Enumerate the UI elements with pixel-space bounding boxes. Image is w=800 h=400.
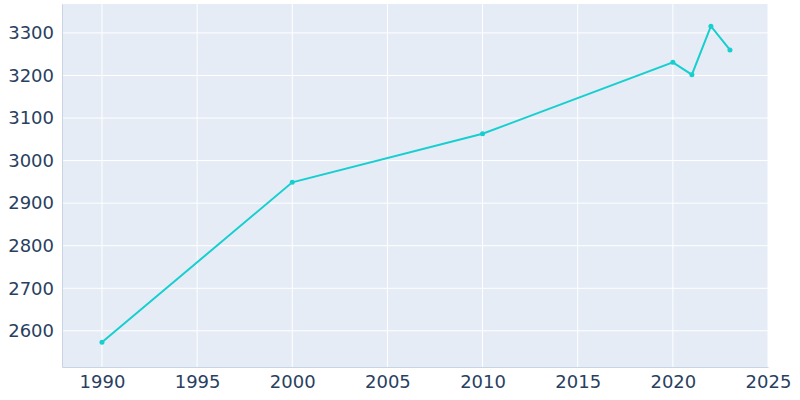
y-grid-line xyxy=(62,245,768,246)
x-grid-line xyxy=(387,4,388,367)
y-grid-line xyxy=(62,75,768,76)
tick-label: 2800 xyxy=(8,235,54,256)
y-grid-line xyxy=(62,118,768,119)
tick: 2020 xyxy=(650,367,696,392)
x-grid-line xyxy=(768,4,769,367)
tick-label: 2015 xyxy=(555,371,601,392)
tick-label: 2700 xyxy=(8,278,54,299)
tick-label: 3200 xyxy=(8,65,54,86)
y-axis: 2600 2700 2800 2900 3000 3100 3200 3300 xyxy=(8,5,62,368)
y-grid-line xyxy=(62,203,768,204)
x-grid-line xyxy=(101,4,102,367)
tick: 2700 xyxy=(8,278,62,299)
tick: 1995 xyxy=(175,367,221,392)
x-grid-line xyxy=(672,4,673,367)
marker xyxy=(689,72,694,77)
chart: 1990 1995 2000 2005 2010 2015 2020 2025 2600 2700… xyxy=(0,0,800,400)
marker xyxy=(99,340,104,345)
tick-label: 1995 xyxy=(175,371,221,392)
x-grid-line xyxy=(197,4,198,367)
tick: 2015 xyxy=(555,367,601,392)
tick: 3300 xyxy=(8,22,62,43)
tick-label: 1990 xyxy=(80,371,126,392)
x-axis: 1990 1995 2000 2005 2010 2015 2020 2025 xyxy=(63,367,792,392)
tick-label: 2025 xyxy=(746,371,792,392)
tick-label: 2020 xyxy=(650,371,696,392)
marker xyxy=(290,180,295,185)
y-grid-line xyxy=(62,330,768,331)
axis-line xyxy=(62,5,63,368)
x-grid-line xyxy=(482,4,483,367)
marker xyxy=(708,24,713,29)
marker xyxy=(480,131,485,136)
tick-label: 2010 xyxy=(460,371,506,392)
tick-label: 3100 xyxy=(8,107,54,128)
tick: 1990 xyxy=(80,367,126,392)
tick: 3100 xyxy=(8,107,62,128)
y-grid-line xyxy=(62,160,768,161)
x-grid-line xyxy=(577,4,578,367)
plot-background xyxy=(62,4,768,367)
tick: 3000 xyxy=(8,150,62,171)
tick-label: 2000 xyxy=(270,371,316,392)
x-grid-line xyxy=(292,4,293,367)
data-layer xyxy=(99,24,732,345)
tick: 2010 xyxy=(460,367,506,392)
line xyxy=(102,26,730,342)
grid xyxy=(62,4,768,367)
tick-label: 2600 xyxy=(8,320,54,341)
tick: 2800 xyxy=(8,235,62,256)
tick: 2025 xyxy=(746,367,792,392)
marker xyxy=(727,47,732,52)
tick-label: 2900 xyxy=(8,192,54,213)
tick: 2005 xyxy=(365,367,411,392)
tick: 3200 xyxy=(8,65,62,86)
tick-label: 2005 xyxy=(365,371,411,392)
plot: 1990 1995 2000 2005 2010 2015 2020 2025 2600 2700… xyxy=(8,4,791,392)
y-grid-line xyxy=(62,32,768,33)
tick: 2600 xyxy=(8,320,62,341)
tick-label: 3000 xyxy=(8,150,54,171)
tick: 2000 xyxy=(270,367,316,392)
marker xyxy=(670,60,675,65)
tick: 2900 xyxy=(8,192,62,213)
axis-line xyxy=(63,367,769,368)
tick-label: 3300 xyxy=(8,22,54,43)
